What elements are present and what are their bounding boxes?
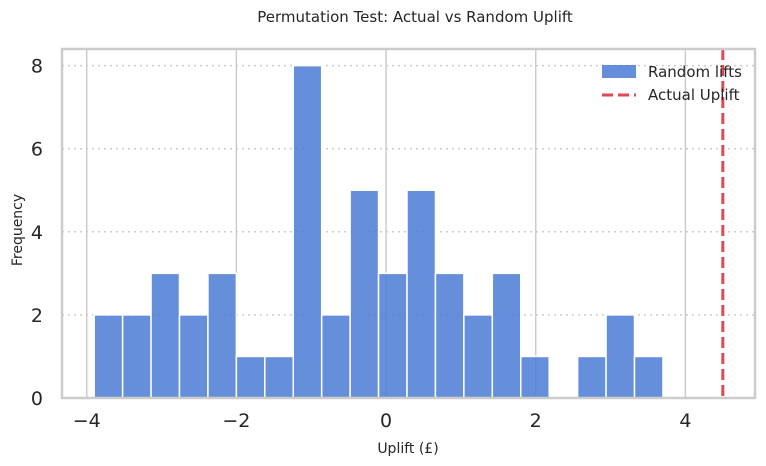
histogram-bar (576, 355, 607, 399)
x-tick-label: −2 (222, 410, 250, 432)
histogram-bar (491, 272, 522, 399)
y-tick-label: 6 (31, 139, 43, 161)
histogram-bar (434, 272, 465, 399)
y-axis-label: Frequency (10, 194, 26, 266)
x-axis-ticks: −4 −2 0 2 4 (73, 410, 692, 432)
x-tick-label: 2 (530, 410, 542, 432)
y-tick-label: 8 (31, 56, 43, 78)
histogram-bar (178, 314, 209, 399)
histogram-bar (406, 189, 437, 399)
histogram-bar (93, 314, 124, 399)
histogram-bar (150, 272, 181, 399)
histogram-bar (463, 314, 494, 399)
histogram-bar (292, 64, 323, 399)
histogram-bar (520, 355, 550, 399)
y-tick-label: 4 (31, 222, 43, 244)
histogram-bar (320, 314, 351, 399)
legend-label-random-lifts: Random lifts (648, 63, 742, 81)
x-tick-label: −4 (73, 410, 101, 432)
x-axis-label: Uplift (£) (377, 441, 438, 457)
y-tick-label: 2 (31, 305, 43, 327)
histogram-bar (207, 272, 238, 399)
x-tick-label: 4 (679, 410, 691, 432)
legend: Random lifts Actual Uplift (602, 63, 742, 104)
histogram-bar (605, 314, 636, 399)
plot-frame (60, 47, 757, 400)
bars (93, 64, 664, 399)
histogram-bar (235, 355, 266, 399)
histogram-bar (377, 272, 408, 399)
y-axis-ticks: 0 2 4 6 8 (31, 56, 43, 410)
x-tick-label: 0 (380, 410, 392, 432)
chart-title: Permutation Test: Actual vs Random Uplif… (257, 8, 573, 26)
histogram-bar (121, 314, 152, 399)
legend-patch-random-lifts (602, 65, 636, 78)
histogram-bar (264, 355, 294, 399)
y-tick-label: 0 (31, 388, 43, 410)
histogram-bar (349, 189, 380, 399)
histogram-bar (633, 355, 664, 399)
legend-label-actual-uplift: Actual Uplift (648, 86, 740, 104)
